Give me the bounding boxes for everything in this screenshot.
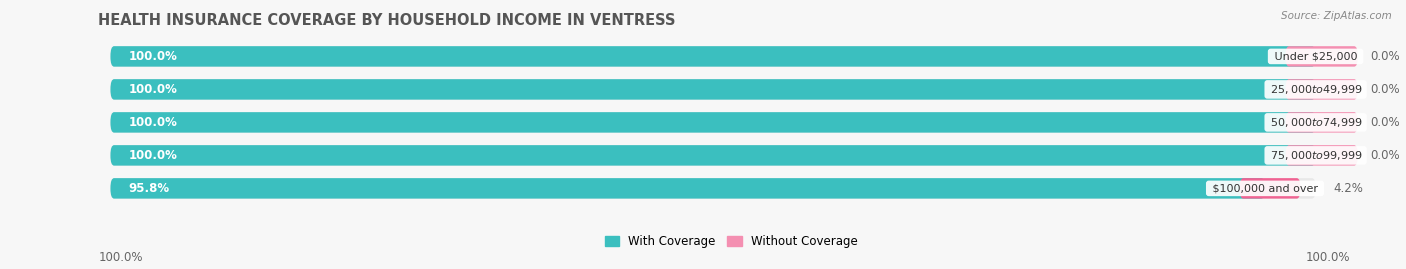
Text: 100.0%: 100.0% bbox=[98, 251, 143, 264]
Text: 100.0%: 100.0% bbox=[1305, 251, 1350, 264]
Text: 100.0%: 100.0% bbox=[128, 50, 177, 63]
Text: 100.0%: 100.0% bbox=[128, 149, 177, 162]
Text: 4.2%: 4.2% bbox=[1334, 182, 1364, 195]
Text: HEALTH INSURANCE COVERAGE BY HOUSEHOLD INCOME IN VENTRESS: HEALTH INSURANCE COVERAGE BY HOUSEHOLD I… bbox=[98, 13, 676, 28]
FancyBboxPatch shape bbox=[111, 145, 1316, 166]
Text: Under $25,000: Under $25,000 bbox=[1271, 51, 1361, 61]
FancyBboxPatch shape bbox=[1285, 79, 1358, 100]
FancyBboxPatch shape bbox=[111, 145, 1316, 166]
Text: Source: ZipAtlas.com: Source: ZipAtlas.com bbox=[1281, 11, 1392, 21]
Text: $25,000 to $49,999: $25,000 to $49,999 bbox=[1267, 83, 1364, 96]
FancyBboxPatch shape bbox=[1285, 112, 1358, 133]
Text: 95.8%: 95.8% bbox=[128, 182, 170, 195]
Text: 0.0%: 0.0% bbox=[1369, 50, 1399, 63]
Text: 100.0%: 100.0% bbox=[128, 83, 177, 96]
Legend: With Coverage, Without Coverage: With Coverage, Without Coverage bbox=[600, 231, 862, 253]
FancyBboxPatch shape bbox=[111, 79, 1316, 100]
Text: $50,000 to $74,999: $50,000 to $74,999 bbox=[1267, 116, 1364, 129]
FancyBboxPatch shape bbox=[111, 112, 1316, 133]
Text: 0.0%: 0.0% bbox=[1369, 149, 1399, 162]
FancyBboxPatch shape bbox=[111, 46, 1316, 67]
FancyBboxPatch shape bbox=[1240, 178, 1301, 199]
FancyBboxPatch shape bbox=[111, 46, 1316, 67]
Text: $75,000 to $99,999: $75,000 to $99,999 bbox=[1267, 149, 1364, 162]
Text: 0.0%: 0.0% bbox=[1369, 116, 1399, 129]
FancyBboxPatch shape bbox=[1285, 145, 1358, 166]
Text: 0.0%: 0.0% bbox=[1369, 83, 1399, 96]
Text: $100,000 and over: $100,000 and over bbox=[1209, 183, 1322, 193]
FancyBboxPatch shape bbox=[111, 178, 1265, 199]
FancyBboxPatch shape bbox=[111, 112, 1316, 133]
FancyBboxPatch shape bbox=[1285, 46, 1358, 67]
FancyBboxPatch shape bbox=[111, 79, 1316, 100]
FancyBboxPatch shape bbox=[111, 178, 1316, 199]
Text: 100.0%: 100.0% bbox=[128, 116, 177, 129]
